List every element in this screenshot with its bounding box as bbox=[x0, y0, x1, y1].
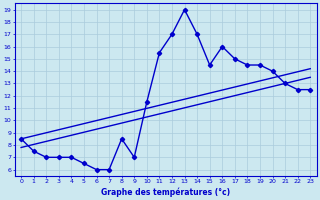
X-axis label: Graphe des températures (°c): Graphe des températures (°c) bbox=[101, 187, 230, 197]
